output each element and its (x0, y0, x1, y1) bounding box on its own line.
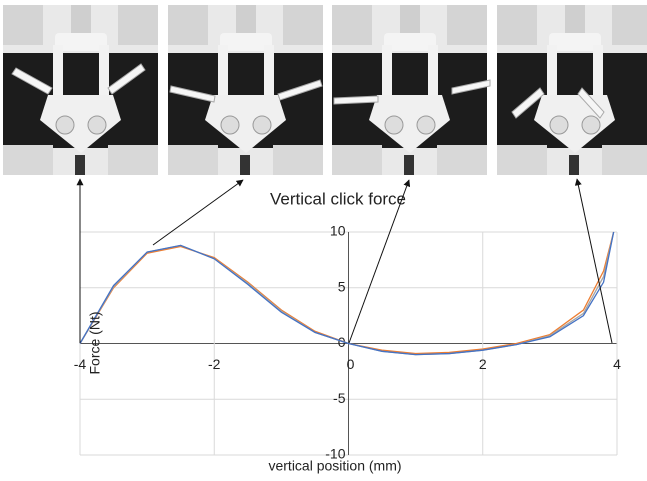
arrows (76, 178, 613, 344)
chart-title: Vertical click force (270, 189, 406, 208)
x-tick-label: -4 (74, 356, 87, 372)
y-tick-label: 10 (330, 223, 346, 239)
y-tick-label: 0 (338, 334, 346, 350)
x-axis-label: vertical position (mm) (268, 458, 401, 474)
photo-3 (331, 4, 491, 176)
x-tick-label: -2 (208, 356, 221, 372)
x-tick-label: 0 (347, 356, 355, 372)
x-tick-label: 4 (613, 356, 621, 372)
y-tick-label: 5 (338, 278, 346, 294)
series-line (79, 231, 615, 356)
y-tick-label: -10 (325, 446, 345, 462)
series-line (79, 231, 615, 355)
photo-1 (2, 4, 159, 176)
photo-4 (496, 4, 647, 176)
y-tick-label: -5 (333, 390, 346, 406)
y-axis-label: Force (Nt) (87, 312, 103, 375)
plot-area: -10 -5 0 5 10 -4 -2 0 2 4 (74, 223, 621, 462)
x-tick-label: 2 (479, 356, 487, 372)
photo-2 (167, 4, 324, 176)
